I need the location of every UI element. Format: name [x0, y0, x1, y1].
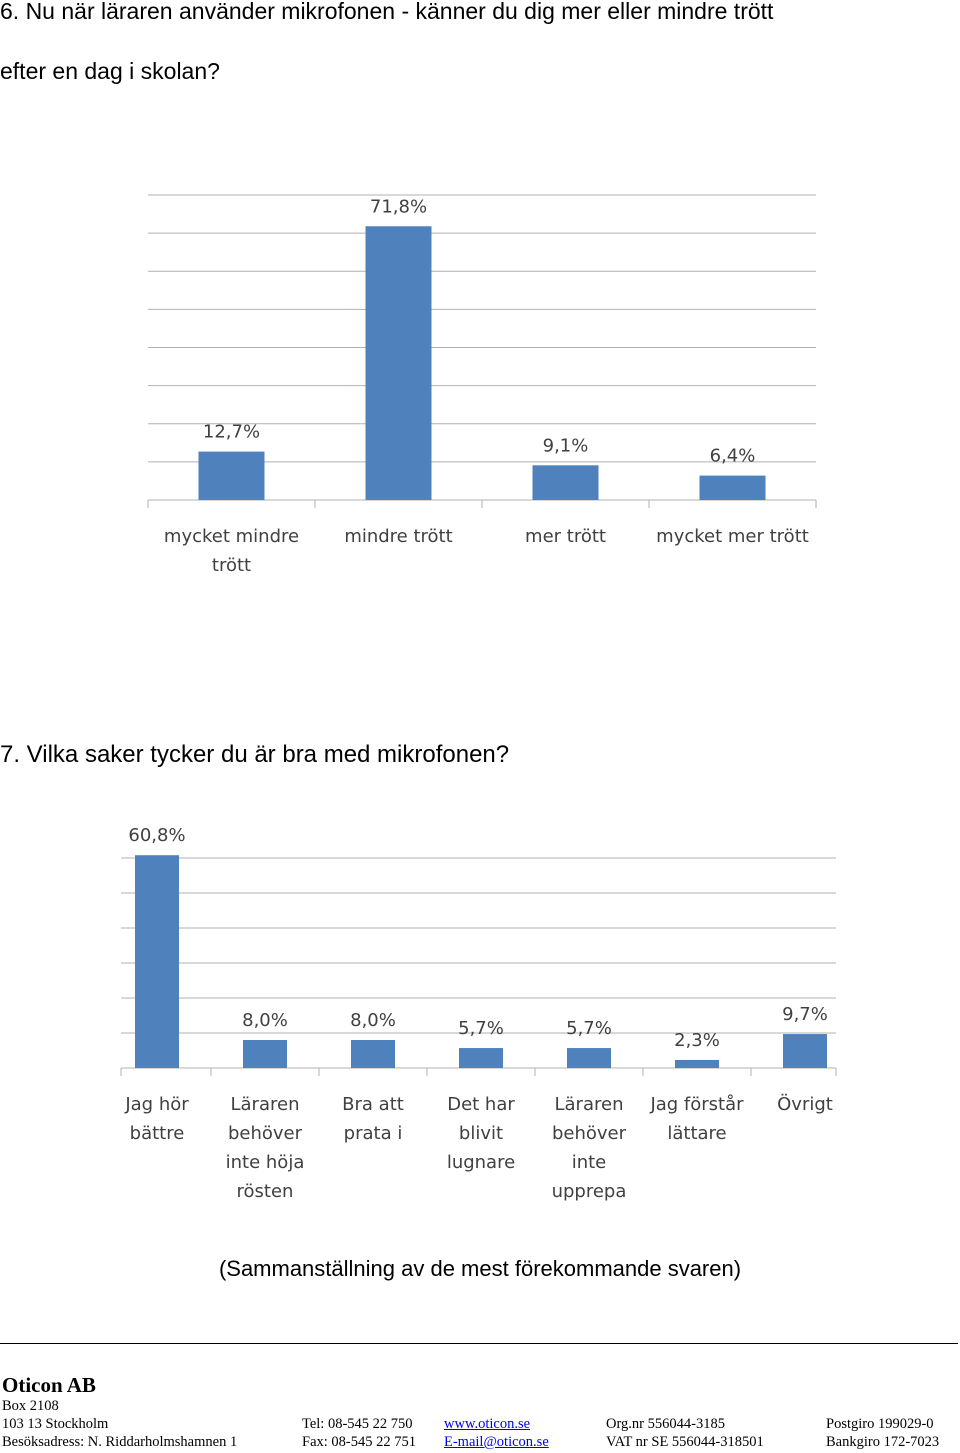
- footer-text: Org.nr 556044-3185: [606, 1416, 725, 1432]
- category-label: Läraren behöver inte upprepa: [551, 1094, 627, 1202]
- footer-text: Box 2108: [2, 1398, 59, 1414]
- value-label: 9,1%: [543, 435, 589, 456]
- bar: [675, 1059, 719, 1068]
- question-heading: 7. Vilka saker tycker du är bra med mikr…: [0, 741, 510, 768]
- value-label: 8,0%: [350, 1010, 396, 1031]
- category-label: Läraren behöver inte höja rösten: [225, 1094, 305, 1202]
- value-label: 12,7%: [203, 422, 260, 443]
- category-label: Bra att prata i: [342, 1094, 404, 1144]
- footer-link[interactable]: www.oticon.se: [444, 1416, 531, 1432]
- bar: [135, 855, 179, 1068]
- category-label: Jag förstår lättare: [650, 1094, 744, 1144]
- bar: [459, 1048, 503, 1068]
- footer-text: Fax: 08-545 22 751: [302, 1434, 416, 1450]
- bar: [532, 465, 599, 500]
- value-label: 60,8%: [128, 825, 185, 846]
- value-label: 71,8%: [370, 196, 427, 217]
- value-label: 2,3%: [674, 1030, 720, 1051]
- category-label: Jag hör bättre: [125, 1094, 189, 1144]
- category-label: Övrigt: [777, 1094, 833, 1115]
- bar: [699, 475, 766, 500]
- value-label: 5,7%: [458, 1018, 504, 1039]
- footer-text: 103 13 Stockholm: [2, 1416, 109, 1432]
- bar: [783, 1034, 827, 1068]
- category-label: mycket mindre trött: [163, 526, 300, 576]
- category-label: mer trött: [525, 526, 606, 547]
- bar: [198, 451, 265, 500]
- footer-text: Bankgiro 172-7023: [826, 1434, 940, 1450]
- footer-link[interactable]: E-mail@oticon.se: [444, 1434, 549, 1450]
- footer-text: VAT nr SE 556044-318501: [606, 1434, 764, 1450]
- separator: [0, 1343, 958, 1344]
- note: (Sammanställning av de mest förekommande…: [218, 1256, 742, 1281]
- footer-text: Besöksadress: N. Riddarholmshamnen 1: [2, 1434, 238, 1450]
- category-label: mycket mer trött: [656, 526, 809, 547]
- footer-text: Tel: 08-545 22 750: [302, 1416, 413, 1432]
- value-label: 6,4%: [710, 446, 756, 467]
- category-label: mindre trött: [344, 526, 453, 547]
- company: Oticon AB: [2, 1373, 96, 1397]
- bar: [567, 1048, 611, 1068]
- question-heading: efter en dag i skolan?: [0, 58, 220, 84]
- value-label: 8,0%: [242, 1010, 288, 1031]
- category-label: Det har blivit lugnare: [446, 1094, 516, 1173]
- value-label: 9,7%: [782, 1004, 828, 1025]
- value-label: 5,7%: [566, 1018, 612, 1039]
- bar: [351, 1040, 395, 1068]
- bar: [365, 226, 432, 500]
- footer-text: Postgiro 199029-0: [826, 1416, 934, 1432]
- bar: [243, 1040, 287, 1068]
- question-heading: 6. Nu när läraren använder mikrofonen - …: [0, 0, 774, 24]
